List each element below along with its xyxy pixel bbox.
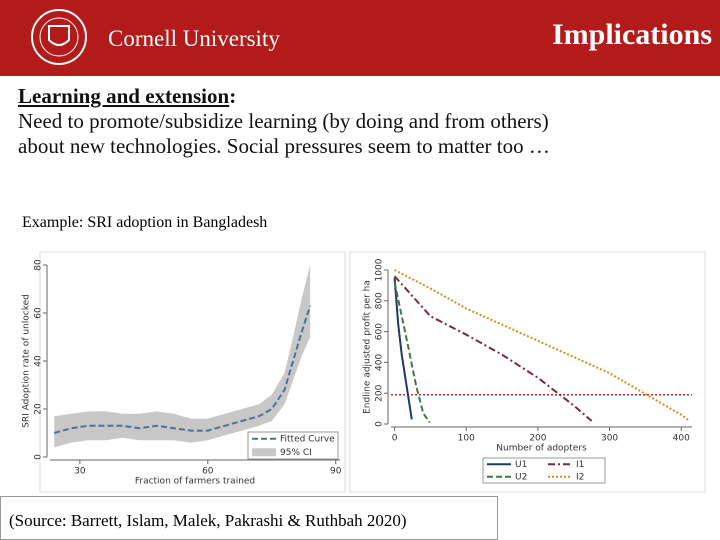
y-tick-label: 0 <box>375 421 385 427</box>
y-tick-label: 0 <box>34 454 44 460</box>
legend-label: I2 <box>576 472 584 482</box>
legend-box <box>482 457 606 484</box>
body-line: about new technologies. Social pressures… <box>18 134 550 158</box>
x-axis-label: Number of adopters <box>496 444 587 454</box>
charts: 0 20 40 60 80 30 60 90 SRI Adoption rate of unlo… <box>22 251 706 493</box>
confidence-band <box>54 265 311 448</box>
body-text: Learning and extension: Need to promote/… <box>18 84 550 159</box>
heading-line: Learning and extension: <box>18 84 550 109</box>
series-line <box>394 269 690 421</box>
y-axis-label: Endline adjusted profit per ha <box>363 280 373 414</box>
series-line <box>393 277 413 420</box>
x-tick-label: 300 <box>601 434 618 444</box>
source-note: (Source: Barrett, Islam, Malek, Pakrashi… <box>0 496 498 540</box>
x-axis-label: Fraction of farmers trained <box>135 477 255 487</box>
logo-text: Cornell University <box>108 26 280 51</box>
example-caption: Example: SRI adoption in Bangladesh <box>22 214 268 231</box>
legend-label: U1 <box>515 460 527 470</box>
y-tick-label: 600 <box>375 323 385 340</box>
y-tick-label: 800 <box>375 292 385 309</box>
heading: Learning and extension <box>18 84 230 108</box>
series-line <box>53 305 312 434</box>
legend-label: 95% CI <box>280 448 312 458</box>
legend-label: U2 <box>515 472 527 482</box>
legend-label: Fitted Curve <box>280 434 335 444</box>
x-tick-label: 30 <box>74 467 86 477</box>
x-tick-label: 90 <box>330 467 342 477</box>
logo-seal <box>31 9 87 65</box>
y-tick-label: 1000 <box>375 258 385 281</box>
series-line <box>393 282 431 424</box>
x-tick-label: 0 <box>392 434 398 444</box>
body-line: Need to promote/subsidize learning (by d… <box>18 109 549 133</box>
header-bar: Cornell University Implications <box>0 0 720 76</box>
x-tick-label: 100 <box>458 434 475 444</box>
legend-box <box>247 431 339 460</box>
heading-punct: : <box>229 84 237 108</box>
y-tick-label: 40 <box>34 355 44 367</box>
x-tick-label: 400 <box>673 434 690 444</box>
y-tick-label: 400 <box>375 354 385 371</box>
slide-title: Implications <box>551 18 712 51</box>
y-tick-label: 20 <box>34 403 44 415</box>
x-tick-label: 200 <box>529 434 546 444</box>
legend-swatch <box>252 448 276 457</box>
y-tick-label: 80 <box>34 259 44 271</box>
y-tick-label: 200 <box>375 384 385 401</box>
legend-label: I1 <box>576 460 584 470</box>
series-line <box>393 275 593 422</box>
x-tick-label: 60 <box>202 467 214 477</box>
y-axis-label: SRI Adoption rate of unlocked <box>22 294 32 428</box>
y-tick-label: 60 <box>34 307 44 319</box>
